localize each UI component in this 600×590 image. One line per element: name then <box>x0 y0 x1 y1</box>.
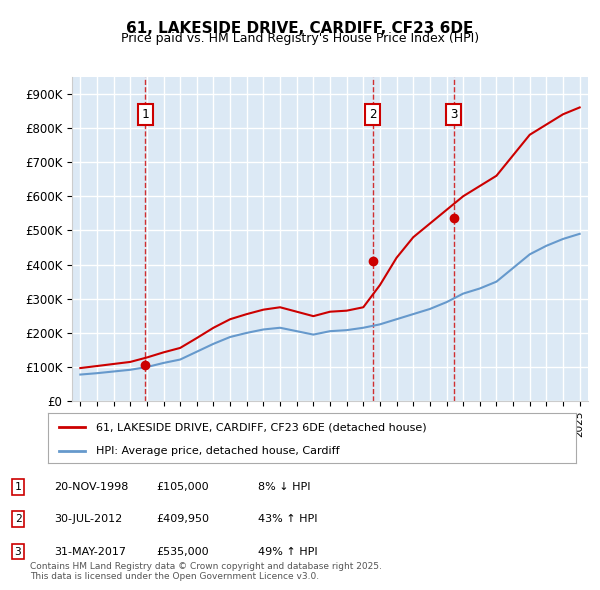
Text: Price paid vs. HM Land Registry's House Price Index (HPI): Price paid vs. HM Land Registry's House … <box>121 32 479 45</box>
Text: 43% ↑ HPI: 43% ↑ HPI <box>258 514 317 524</box>
Text: HPI: Average price, detached house, Cardiff: HPI: Average price, detached house, Card… <box>95 445 339 455</box>
Text: 31-MAY-2017: 31-MAY-2017 <box>54 547 126 556</box>
Text: 1: 1 <box>142 108 149 121</box>
Text: £535,000: £535,000 <box>156 547 209 556</box>
Text: 1: 1 <box>14 482 22 491</box>
Text: 2: 2 <box>14 514 22 524</box>
Text: £409,950: £409,950 <box>156 514 209 524</box>
Text: Contains HM Land Registry data © Crown copyright and database right 2025.
This d: Contains HM Land Registry data © Crown c… <box>30 562 382 581</box>
Text: 3: 3 <box>14 547 22 556</box>
Text: 30-JUL-2012: 30-JUL-2012 <box>54 514 122 524</box>
Text: 2: 2 <box>369 108 377 121</box>
Text: £105,000: £105,000 <box>156 482 209 491</box>
Text: 61, LAKESIDE DRIVE, CARDIFF, CF23 6DE (detached house): 61, LAKESIDE DRIVE, CARDIFF, CF23 6DE (d… <box>95 422 426 432</box>
Text: 8% ↓ HPI: 8% ↓ HPI <box>258 482 311 491</box>
Text: 49% ↑ HPI: 49% ↑ HPI <box>258 547 317 556</box>
Text: 3: 3 <box>450 108 457 121</box>
Text: 20-NOV-1998: 20-NOV-1998 <box>54 482 128 491</box>
Text: 61, LAKESIDE DRIVE, CARDIFF, CF23 6DE: 61, LAKESIDE DRIVE, CARDIFF, CF23 6DE <box>127 21 473 35</box>
